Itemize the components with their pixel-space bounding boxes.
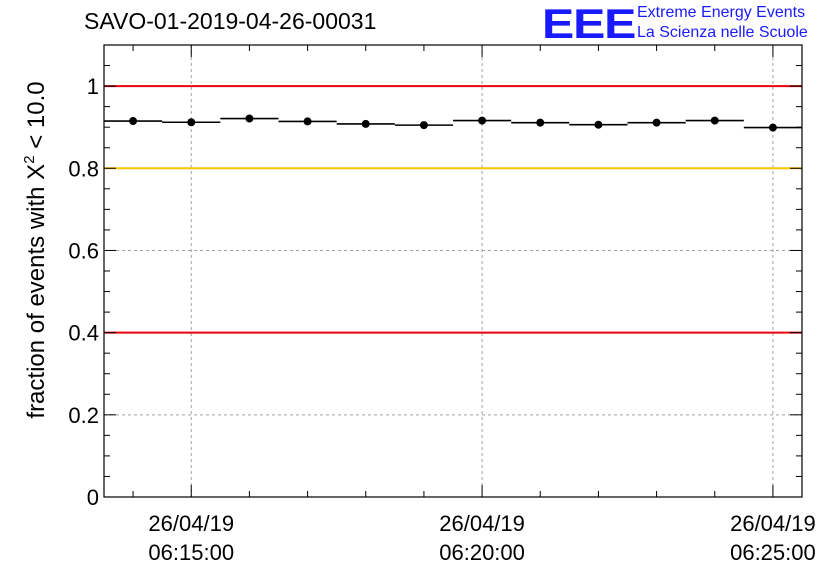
y-tick-label: 0.2 <box>68 403 99 428</box>
data-point <box>303 117 312 126</box>
y-tick-label: 0.6 <box>68 238 99 263</box>
y-axis-label-sup: 2 <box>21 155 38 164</box>
logo-line-2: La Scienza nelle Scuole <box>637 24 808 41</box>
x-tick-label: 06:15:00 <box>148 540 234 565</box>
data-point <box>129 117 138 126</box>
y-tick-label: 0.8 <box>68 156 99 181</box>
x-tick-label: 26/04/19 <box>148 511 234 536</box>
data-point <box>536 118 545 127</box>
x-tick-label: 06:20:00 <box>439 540 525 565</box>
data-point <box>361 119 370 128</box>
data-point <box>594 120 603 129</box>
y-tick-label: 0.4 <box>68 321 99 346</box>
y-tick-label: 1 <box>87 74 99 99</box>
data-point <box>710 116 719 125</box>
data-point <box>187 118 196 127</box>
data-point <box>419 121 428 130</box>
chart-title: SAVO-01-2019-04-26-00031 <box>84 8 377 34</box>
x-tick-label: 26/04/19 <box>730 511 816 536</box>
y-tick-label: 0 <box>87 485 99 510</box>
x-tick-label: 06:25:00 <box>730 540 816 565</box>
eee-logo-mark: EEE <box>542 0 636 47</box>
x-tick-label: 26/04/19 <box>439 511 525 536</box>
y-axis-label-prefix: fraction of events with X <box>23 163 50 419</box>
eee-logo: EEE Extreme Energy Events La Scienza nel… <box>542 2 832 46</box>
y-axis-label-suffix: < 10.0 <box>23 81 50 156</box>
data-point <box>768 123 777 132</box>
data-point <box>245 114 254 123</box>
data-point <box>652 118 661 127</box>
plot-frame <box>103 44 803 498</box>
data-point <box>478 116 487 125</box>
logo-line-1: Extreme Energy Events <box>637 4 806 21</box>
